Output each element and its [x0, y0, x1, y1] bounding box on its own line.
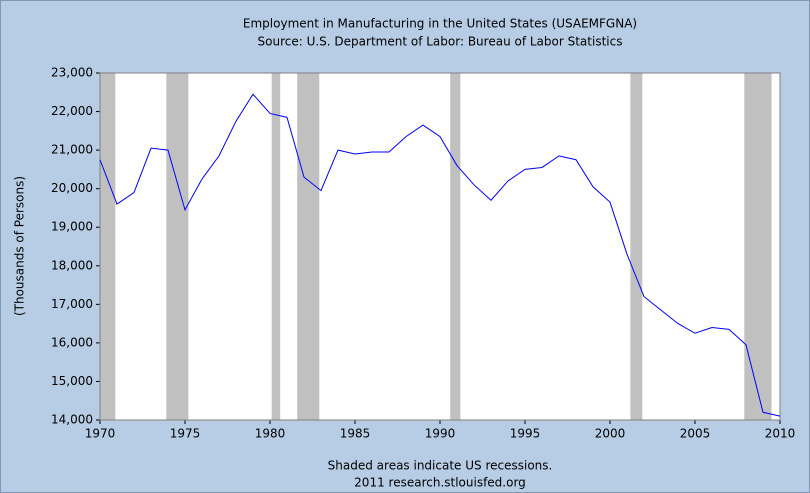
data-line	[99, 93, 781, 417]
x-tick-label: 1990	[425, 427, 456, 441]
y-tick-label: 20,000	[51, 181, 93, 195]
recession-band	[166, 73, 189, 420]
recession-band	[744, 73, 772, 420]
y-tick-label: 23,000	[51, 66, 93, 80]
recession-band	[271, 73, 281, 420]
y-tick-label: 15,000	[51, 374, 93, 388]
note: Shaded areas indicate US recessions.	[328, 459, 553, 473]
plot-border	[99, 72, 781, 421]
x-tick-label: 1995	[510, 427, 541, 441]
y-tick-label: 17,000	[51, 297, 93, 311]
recession-band	[100, 73, 116, 420]
y-tick-label: 14,000	[51, 413, 93, 427]
plot-area	[100, 73, 780, 420]
recession-band	[630, 73, 643, 420]
y-tick-label: 16,000	[51, 335, 93, 349]
chart-title: Employment in Manufacturing in the Unite…	[243, 17, 637, 31]
y-tick-label: 22,000	[51, 104, 93, 118]
x-tick-label: 1980	[255, 427, 286, 441]
y-axis-label: (Thousands of Persons)	[13, 176, 27, 316]
note: 2011 research.stlouisfed.org	[354, 476, 526, 490]
x-tick-label: 1975	[170, 427, 201, 441]
y-tick-label: 21,000	[51, 143, 93, 157]
chart-subtitle: Source: U.S. Department of Labor: Bureau…	[258, 35, 623, 49]
recession-band	[297, 73, 320, 420]
x-tick-label: 1970	[85, 427, 116, 441]
y-tick-label: 18,000	[51, 258, 93, 272]
x-tick-label: 2000	[595, 427, 626, 441]
y-tick-label: 19,000	[51, 220, 93, 234]
x-tick-label: 1985	[340, 427, 371, 441]
x-tick-label: 2010	[765, 427, 796, 441]
recession-band	[450, 73, 461, 420]
x-tick-label: 2005	[680, 427, 711, 441]
